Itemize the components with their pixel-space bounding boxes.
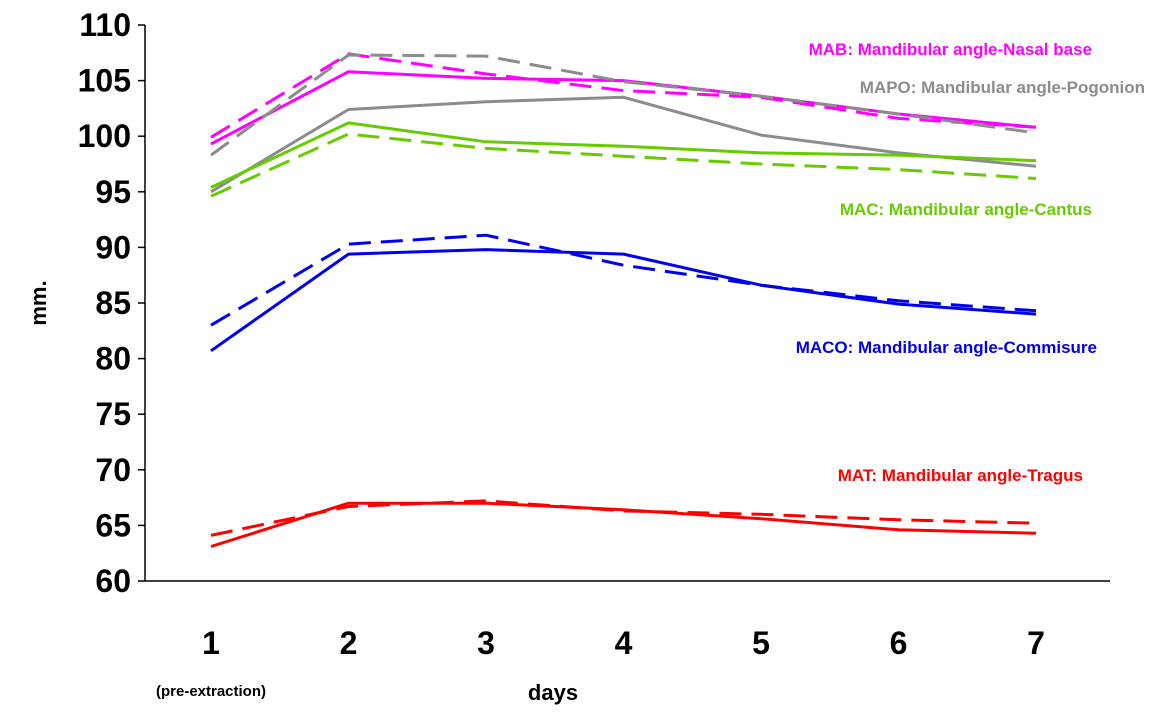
y-tick-label: 80 bbox=[95, 341, 131, 377]
x-tick-label: 4 bbox=[615, 625, 633, 661]
x-axis-sublabel: (pre-extraction) bbox=[156, 683, 266, 700]
series-line-dashed bbox=[210, 53, 1037, 157]
x-tick-label: 2 bbox=[340, 625, 358, 661]
x-axis-ticks: 1 2 3 4 5 6 7 bbox=[202, 625, 1045, 661]
y-tick-label: 100 bbox=[78, 118, 131, 154]
series-label: MACO: Mandibular angle-Commisure bbox=[796, 338, 1097, 357]
y-tick-label: 95 bbox=[95, 174, 131, 210]
y-tick-label: 90 bbox=[95, 229, 131, 265]
series-label: MAPO: Mandibular angle-Pogonion bbox=[860, 78, 1145, 97]
series-line-dashed bbox=[210, 499, 1037, 537]
y-tick-label: 105 bbox=[78, 63, 131, 99]
y-tick-label: 65 bbox=[95, 507, 131, 543]
x-tick-label: 6 bbox=[890, 625, 908, 661]
x-tick-label: 1 bbox=[202, 625, 220, 661]
series-lines bbox=[210, 52, 1037, 548]
series-line-solid bbox=[210, 121, 1037, 189]
series-line-dashed bbox=[210, 233, 1037, 327]
series-label: MAB: Mandibular angle-Nasal base bbox=[809, 40, 1092, 59]
x-tick-label: 5 bbox=[752, 625, 770, 661]
y-tick-label: 110 bbox=[79, 7, 131, 43]
series-label: MAT: Mandibular angle-Tragus bbox=[838, 466, 1083, 485]
y-axis-title: mm. bbox=[26, 280, 51, 325]
series-labels: MAB: Mandibular angle-Nasal base MAPO: Ma… bbox=[796, 40, 1145, 485]
series-label: MAC: Mandibular angle-Cantus bbox=[840, 200, 1092, 219]
y-tick-label: 60 bbox=[95, 563, 131, 599]
y-tick-label: 75 bbox=[95, 396, 131, 432]
series-line-solid bbox=[210, 95, 1037, 194]
series-line-dashed bbox=[210, 132, 1037, 198]
y-axis-ticks: 60 65 70 75 80 85 90 95 100 105 110 bbox=[78, 7, 145, 599]
series-line-solid bbox=[210, 501, 1037, 548]
series-line-solid bbox=[210, 248, 1037, 353]
x-tick-label: 3 bbox=[477, 625, 495, 661]
x-axis-title: days bbox=[528, 680, 578, 705]
y-tick-label: 85 bbox=[95, 285, 131, 321]
y-tick-label: 70 bbox=[95, 452, 131, 488]
x-tick-label: 7 bbox=[1027, 625, 1045, 661]
